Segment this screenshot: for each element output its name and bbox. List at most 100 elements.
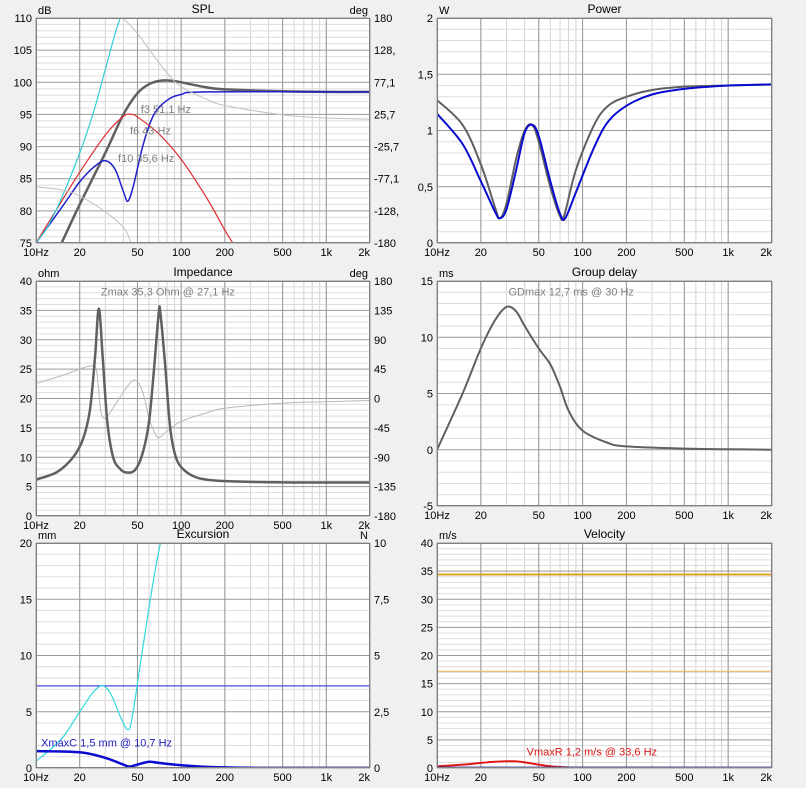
y-tick-label: 1,5 (418, 69, 433, 81)
y-tick-label: 0 (427, 763, 433, 775)
y-tick-label: 0 (427, 445, 433, 457)
x-tick-label: 200 (216, 520, 234, 532)
x-tick-label: 2k (760, 247, 772, 259)
data-annotation: Zmax 35,3 Ohm @ 27,1 Hz (101, 287, 235, 299)
x-tick-label: 10Hz (424, 247, 450, 259)
y2-tick-label: 128, (374, 45, 395, 57)
y-tick-label: 5 (26, 482, 32, 494)
y-tick-label: 0 (427, 238, 433, 250)
x-tick-label: 20 (74, 247, 86, 259)
plot-border (36, 281, 370, 516)
y-tick-label: 20 (20, 538, 32, 550)
chart-spl: SPL dB deg 10Hz 20 50 100 200 500 1k 2k 75 80 85 90 95 1… (14, 2, 399, 259)
x-tick-label: 50 (533, 772, 545, 784)
x-tick-label: 50 (131, 520, 143, 532)
data-annotation: XmaxC 1,5 mm @ 10,7 Hz (41, 738, 172, 750)
series-line-1 (36, 90, 370, 243)
y-tick-label: 80 (20, 206, 32, 218)
chart-title: Impedance (173, 265, 233, 279)
x-tick-label: 10Hz (424, 510, 450, 522)
x-tick-label: 100 (172, 520, 190, 532)
chart-title: Excursion (177, 527, 230, 541)
y2-tick-label: -77,1 (374, 174, 399, 186)
x-tick-label: 20 (74, 520, 86, 532)
y-tick-label: 75 (20, 238, 32, 250)
y2-tick-label: 10 (374, 538, 386, 550)
series-line-4 (123, 18, 370, 120)
y2-tick-label: -90 (374, 452, 390, 464)
x-tick-label: 500 (675, 772, 693, 784)
y-tick-label: 10 (421, 332, 433, 344)
y-axis-unit: ms (439, 268, 454, 280)
x-tick-label: 2k (358, 247, 370, 259)
x-tick-label: 500 (273, 520, 291, 532)
series-line-0 (36, 365, 370, 439)
y-tick-label: 1 (427, 126, 433, 138)
y-tick-label: 2 (427, 13, 433, 25)
y-tick-label: 10 (20, 452, 32, 464)
y-tick-label: 10 (421, 707, 433, 719)
x-tick-label: 50 (533, 510, 545, 522)
y2-axis-unit: deg (350, 5, 368, 17)
x-tick-label: 200 (216, 247, 234, 259)
y2-tick-label: -135 (374, 482, 396, 494)
x-tick-label: 1k (722, 772, 734, 784)
x-tick-label: 50 (131, 247, 143, 259)
y2-tick-label: 25,7 (374, 109, 395, 121)
y-tick-label: 0,5 (418, 182, 433, 194)
x-tick-label: 100 (172, 247, 190, 259)
chart-title: Group delay (572, 265, 637, 279)
y-tick-label: 5 (427, 735, 433, 747)
y-tick-label: 30 (421, 594, 433, 606)
series-line-0 (437, 305, 772, 451)
y-tick-label: 20 (20, 394, 32, 406)
y-tick-label: 100 (14, 77, 32, 89)
x-tick-label: 2k (760, 510, 772, 522)
x-tick-label: 20 (475, 247, 487, 259)
y2-tick-label: 135 (374, 305, 392, 317)
x-tick-label: 50 (533, 247, 545, 259)
y-axis-unit: m/s (439, 530, 457, 542)
x-tick-label: 100 (172, 772, 190, 784)
y2-tick-label: 45 (374, 364, 386, 376)
plot-border (36, 543, 370, 768)
y-axis-unit: W (439, 5, 450, 17)
x-tick-label: 2k (760, 772, 772, 784)
y2-axis-unit: deg (350, 268, 368, 280)
x-tick-label: 20 (475, 510, 487, 522)
x-tick-label: 10Hz (424, 772, 450, 784)
data-annotation: f6 43 Hz (130, 125, 171, 137)
x-tick-label: 1k (320, 520, 332, 532)
y2-tick-label: 0 (374, 763, 380, 775)
series-line-0 (437, 83, 772, 222)
y-tick-label: 20 (421, 651, 433, 663)
y-tick-label: 0 (26, 511, 32, 523)
x-tick-label: 200 (216, 772, 234, 784)
plot-border (437, 281, 772, 506)
series-line-1 (36, 543, 161, 762)
y2-tick-label: -25,7 (374, 142, 399, 154)
y-tick-label: 40 (421, 538, 433, 550)
y2-tick-label: 2,5 (374, 707, 389, 719)
x-tick-label: 100 (573, 247, 591, 259)
plot-area (36, 18, 370, 243)
x-tick-label: 20 (475, 772, 487, 784)
y2-tick-label: 7,5 (374, 594, 389, 606)
x-tick-label: 1k (320, 247, 332, 259)
y-axis-unit: mm (38, 530, 56, 542)
series-line-1 (437, 83, 772, 222)
x-tick-label: 10Hz (23, 520, 49, 532)
y2-tick-label: 90 (374, 335, 386, 347)
y-tick-label: 110 (14, 13, 32, 25)
y-tick-label: 30 (20, 335, 32, 347)
x-tick-label: 500 (273, 247, 291, 259)
y2-tick-label: -180 (374, 511, 396, 523)
x-tick-label: 500 (675, 247, 693, 259)
y2-tick-label: -180 (374, 238, 396, 250)
data-annotation: f10 35,6 Hz (118, 153, 174, 165)
y-tick-label: 35 (421, 566, 433, 578)
y2-tick-label: -128, (374, 206, 399, 218)
chart-velocity: Velocity m/s 10Hz 20 50 100 200 500 1k 2k 0 5 10 15 20… (421, 527, 773, 784)
y2-tick-label: 180 (374, 13, 392, 25)
